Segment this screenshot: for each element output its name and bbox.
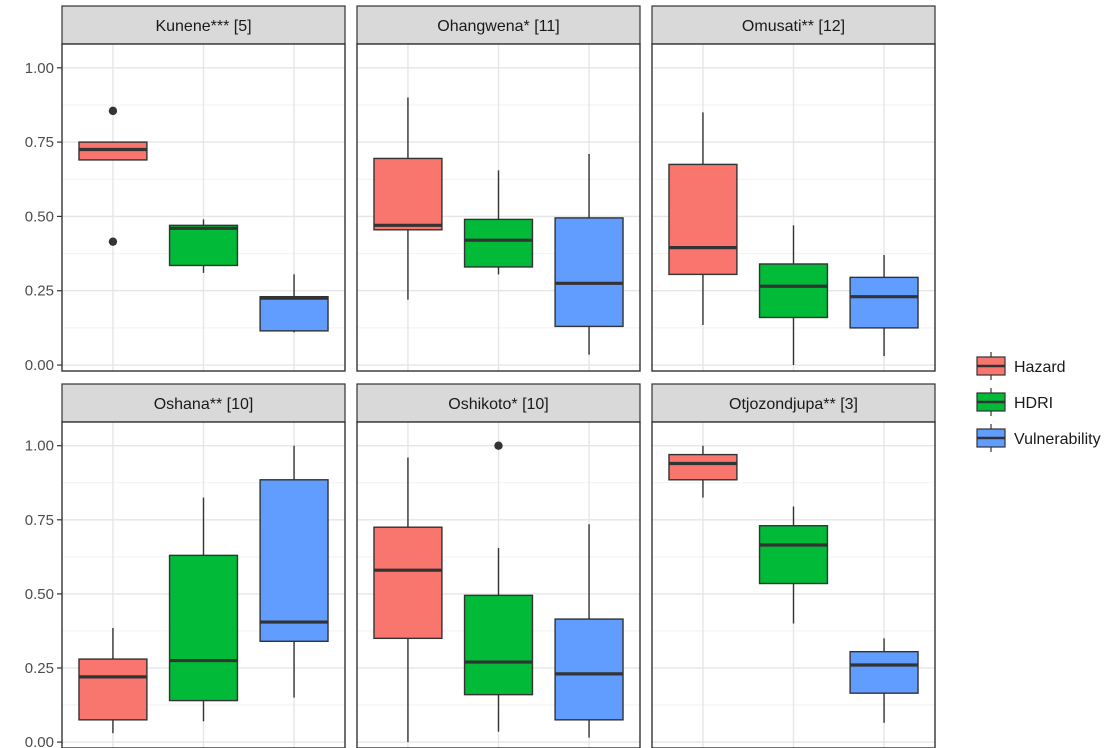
panel-border — [651, 421, 936, 748]
facet-title: Oshana** [10] — [154, 396, 254, 413]
y-tick-label: 0.50 — [25, 586, 54, 603]
box-iqr — [373, 526, 443, 640]
box-iqr — [849, 276, 919, 329]
legend-label: HDRI — [1014, 395, 1053, 412]
facet-panel: Oshikoto* [10] — [356, 383, 641, 748]
box-iqr — [668, 453, 738, 481]
box-vulnerability — [259, 274, 329, 333]
panel-border — [61, 421, 346, 748]
box-iqr — [463, 594, 534, 696]
y-tick-label: 0.50 — [25, 208, 54, 225]
legend-label: Vulnerability — [1014, 431, 1101, 448]
box-hazard — [78, 106, 148, 246]
facet-panel: Ohangwena* [11] — [356, 5, 641, 372]
box-vulnerability — [849, 255, 919, 357]
box-iqr — [259, 479, 329, 643]
box-hazard — [668, 445, 738, 498]
y-tick-label: 0.25 — [25, 283, 54, 300]
box-iqr — [373, 157, 443, 231]
outlier-point — [494, 441, 503, 450]
y-tick-label: 0.75 — [25, 512, 54, 529]
panel-border — [356, 43, 641, 372]
box-hazard — [668, 112, 738, 325]
panel-border — [356, 421, 641, 748]
y-tick-label: 1.00 — [25, 438, 54, 455]
box-iqr — [554, 618, 624, 721]
legend-item: Vulnerability — [976, 424, 1101, 452]
panel-border — [651, 43, 936, 372]
box-iqr — [758, 263, 829, 319]
box-vulnerability — [259, 445, 329, 698]
box-hdri — [168, 497, 239, 722]
legend-item: Hazard — [976, 352, 1066, 380]
facet-panel: Oshana** [10] 0.00 0.25 0.50 0.75 1.00 — [25, 383, 346, 748]
box-hazard — [373, 457, 443, 743]
facet-title: Omusati** [12] — [742, 18, 845, 35]
box-iqr — [463, 218, 534, 268]
box-iqr — [554, 217, 624, 328]
box-hdri — [463, 170, 534, 275]
facet-panel: Kunene*** [5] 0.00 0.25 0.50 0.75 1.00 — [25, 5, 346, 374]
box-hazard — [78, 627, 148, 734]
facet-strip — [651, 383, 936, 423]
box-hdri — [168, 219, 239, 273]
box-iqr — [168, 224, 239, 267]
facet-title: Otjozondjupa** [3] — [729, 396, 858, 413]
y-tick-label: 0.75 — [25, 134, 54, 151]
box-iqr — [259, 295, 329, 332]
box-vulnerability — [554, 524, 624, 738]
box-vulnerability — [849, 638, 919, 723]
box-hazard — [373, 97, 443, 300]
outlier-point — [108, 237, 118, 246]
box-iqr — [849, 650, 919, 694]
facet-strip — [61, 383, 346, 423]
panel-border — [61, 43, 346, 372]
facet-title: Oshikoto* [10] — [448, 396, 549, 413]
box-iqr — [78, 658, 148, 721]
legend-label: Hazard — [1014, 359, 1066, 376]
facet-strip — [61, 5, 346, 45]
facet-title: Ohangwena* [11] — [437, 18, 559, 35]
box-iqr — [668, 163, 738, 276]
box-vulnerability — [554, 153, 624, 355]
facet-panel: Otjozondjupa** [3] — [651, 383, 936, 748]
box-hdri — [758, 225, 829, 366]
facet-panel: Omusati** [12] — [651, 5, 936, 372]
legend-item: HDRI — [976, 388, 1053, 416]
facet-title: Kunene*** [5] — [155, 18, 251, 35]
legend: Hazard HDRI Vulnerability — [976, 352, 1101, 452]
y-tick-label: 0.00 — [25, 734, 54, 748]
box-iqr — [758, 525, 829, 585]
y-tick-label: 1.00 — [25, 60, 54, 77]
box-hdri — [758, 506, 829, 624]
facet-strip — [651, 5, 936, 45]
y-tick-label: 0.00 — [25, 357, 54, 374]
y-tick-label: 0.25 — [25, 660, 54, 677]
facet-strip — [356, 5, 641, 45]
box-hdri — [463, 441, 534, 732]
box-iqr — [168, 554, 239, 702]
outlier-point — [108, 106, 118, 116]
